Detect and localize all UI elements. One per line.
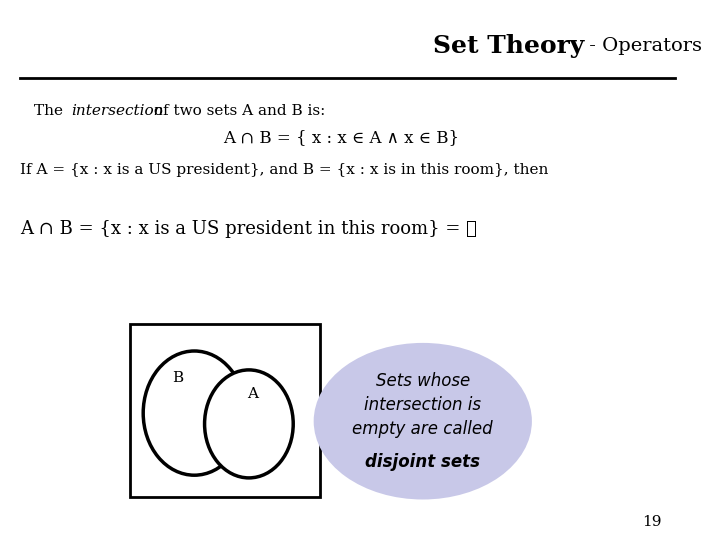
Text: - Operators: - Operators (583, 37, 702, 55)
Text: B: B (172, 371, 183, 385)
Text: of two sets A and B is:: of two sets A and B is: (148, 104, 325, 118)
Text: intersection: intersection (71, 104, 164, 118)
Text: A: A (247, 387, 258, 401)
Text: 19: 19 (642, 515, 662, 529)
Ellipse shape (143, 351, 246, 475)
Text: disjoint sets: disjoint sets (365, 453, 480, 471)
Bar (130, 324, 320, 497)
Text: If A = {x : x is a US president}, and B = {x : x is in this room}, then: If A = {x : x is a US president}, and B … (20, 163, 549, 177)
Text: Sets whose
intersection is
empty are called: Sets whose intersection is empty are cal… (353, 373, 493, 437)
Text: The: The (34, 104, 68, 118)
Text: A ∩ B = {x : x is a US president in this room} = ∅: A ∩ B = {x : x is a US president in this… (20, 220, 477, 239)
Text: A ∩ B = { x : x ∈ A ∧ x ∈ B}: A ∩ B = { x : x ∈ A ∧ x ∈ B} (223, 129, 459, 146)
Text: Set Theory: Set Theory (433, 34, 584, 58)
Ellipse shape (204, 370, 293, 478)
Ellipse shape (314, 343, 532, 500)
